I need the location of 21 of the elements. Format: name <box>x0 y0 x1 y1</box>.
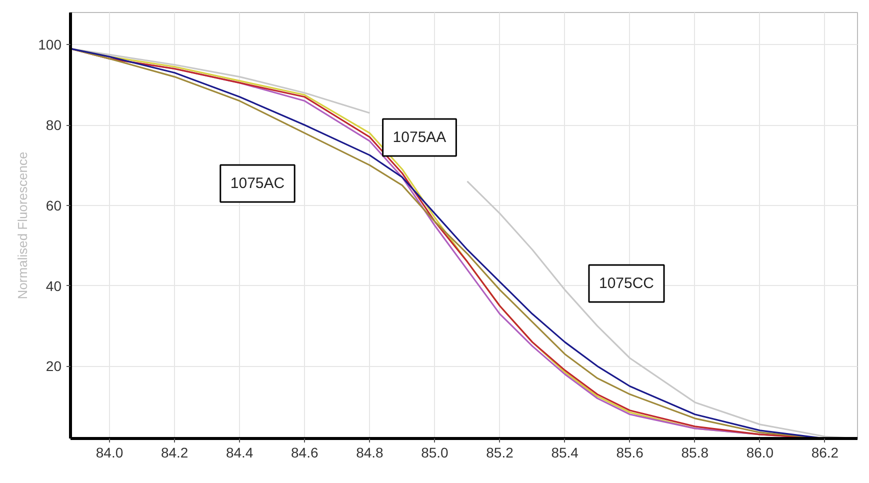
y-tick-label: 40 <box>46 278 62 294</box>
x-tick-label: 85.0 <box>421 444 449 460</box>
y-tick-label: 100 <box>38 36 62 53</box>
x-tick-label: 84.8 <box>356 444 384 460</box>
annotation: 1075AC <box>230 175 285 192</box>
x-tick-label: 85.8 <box>681 444 709 460</box>
x-tick-label: 85.2 <box>486 444 514 460</box>
x-tick-label: 86.0 <box>746 444 774 460</box>
y-tick-label: 20 <box>46 358 62 374</box>
y-tick-label: 80 <box>46 117 62 134</box>
x-tick-label: 85.4 <box>551 444 579 460</box>
x-tick-label: 84.0 <box>96 444 124 460</box>
x-tick-label: 84.4 <box>226 444 254 460</box>
annotation: 1075CC <box>598 275 654 292</box>
y-axis-title: Normalised Fluorescence <box>15 152 30 300</box>
x-tick-label: 84.6 <box>291 444 318 460</box>
x-tick-label: 84.2 <box>160 444 188 460</box>
y-tick-label: 60 <box>46 197 62 214</box>
x-tick-label: 85.6 <box>616 444 644 460</box>
annotation: 1075AA <box>392 129 446 146</box>
x-tick-label: 86.2 <box>811 444 839 460</box>
